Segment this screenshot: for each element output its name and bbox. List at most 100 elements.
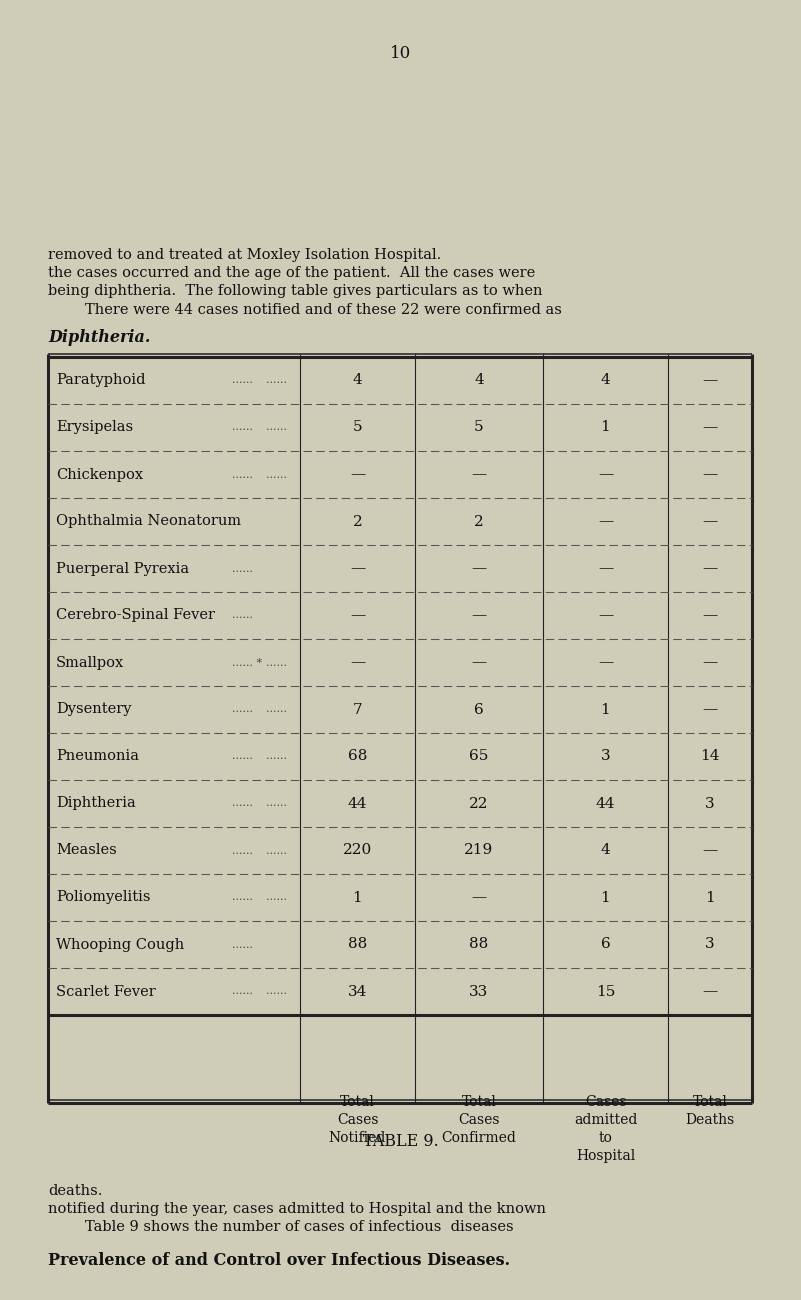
Text: ......: ...... [232,798,253,809]
Text: 3: 3 [601,750,610,763]
Text: 1: 1 [601,702,610,716]
Text: —: — [702,562,718,576]
Text: 4: 4 [601,373,610,387]
Text: 14: 14 [700,750,720,763]
Text: ......: ...... [266,658,287,667]
Text: 10: 10 [390,46,411,62]
Text: —: — [598,655,613,670]
Text: 6: 6 [474,702,484,716]
Text: ......: ...... [266,798,287,809]
Text: Pneumonia: Pneumonia [56,750,139,763]
Text: 1: 1 [601,891,610,905]
Text: 4: 4 [474,373,484,387]
Text: 1: 1 [352,891,362,905]
Text: —: — [702,515,718,529]
Text: ......: ...... [232,751,253,762]
Text: ......: ...... [266,469,287,480]
Text: TABLE 9.: TABLE 9. [363,1134,438,1150]
Text: ......: ...... [232,563,253,573]
Text: 68: 68 [348,750,367,763]
Text: Total
Deaths: Total Deaths [686,1095,735,1127]
Text: —: — [702,702,718,716]
Text: 4: 4 [352,373,362,387]
Text: Erysipelas: Erysipelas [56,420,133,434]
Text: 1: 1 [601,420,610,434]
Text: ......: ...... [232,940,253,949]
Text: Total
Cases
Confirmed: Total Cases Confirmed [441,1095,517,1145]
Text: removed to and treated at Moxley Isolation Hospital.: removed to and treated at Moxley Isolati… [48,247,441,261]
Text: —: — [471,655,487,670]
Text: ......: ...... [232,893,253,902]
Text: Prevalence of and Control over Infectious Diseases.: Prevalence of and Control over Infectiou… [48,1252,510,1269]
Text: Paratyphoid: Paratyphoid [56,373,146,387]
Text: Table 9 shows the number of cases of infectious  diseases: Table 9 shows the number of cases of inf… [48,1219,513,1234]
Text: Measles: Measles [56,844,117,858]
Text: ......: ...... [266,376,287,386]
Text: —: — [702,468,718,481]
Text: Smallpox: Smallpox [56,655,124,670]
Text: —: — [702,844,718,858]
Text: —: — [471,608,487,623]
Text: 22: 22 [469,797,489,810]
Text: ......: ...... [232,469,253,480]
Text: Diphtheria.: Diphtheria. [48,329,151,346]
Text: 2: 2 [474,515,484,529]
Text: 15: 15 [596,984,615,998]
Text: There were 44 cases notified and of these 22 were confirmed as: There were 44 cases notified and of thes… [48,303,562,317]
Text: —: — [702,420,718,434]
Text: 44: 44 [596,797,615,810]
Text: 33: 33 [469,984,489,998]
Text: notified during the year, cases admitted to Hospital and the known: notified during the year, cases admitted… [48,1202,546,1216]
Text: 88: 88 [469,937,489,952]
Text: ......: ...... [232,422,253,433]
Text: 65: 65 [469,750,489,763]
Text: ......: ...... [266,987,287,997]
Text: —: — [350,468,365,481]
Text: ......: ...... [232,705,253,715]
Text: Chickenpox: Chickenpox [56,468,143,481]
Text: —: — [598,562,613,576]
Text: 5: 5 [352,420,362,434]
Text: Scarlet Fever: Scarlet Fever [56,984,155,998]
Text: 3: 3 [705,797,714,810]
Text: —: — [598,468,613,481]
Text: 4: 4 [601,844,610,858]
Text: —: — [702,373,718,387]
Text: ......: ...... [266,893,287,902]
Text: —: — [350,655,365,670]
Text: —: — [702,984,718,998]
Text: Total
Cases
Notified: Total Cases Notified [329,1095,386,1145]
Text: —: — [702,608,718,623]
Text: 2: 2 [352,515,362,529]
Text: —: — [598,608,613,623]
Text: —: — [471,468,487,481]
Text: 7: 7 [352,702,362,716]
Text: Ophthalmia Neonatorum: Ophthalmia Neonatorum [56,515,241,529]
Text: 1: 1 [705,891,714,905]
Text: ......: ...... [232,987,253,997]
Text: ......: ...... [232,376,253,386]
Text: Dysentery: Dysentery [56,702,131,716]
Text: Cases
admitted
to
Hospital: Cases admitted to Hospital [574,1095,637,1162]
Text: 219: 219 [465,844,493,858]
Text: —: — [350,562,365,576]
Text: —: — [471,891,487,905]
Text: Diphtheria: Diphtheria [56,797,135,810]
Text: ......: ...... [232,611,253,620]
Text: 88: 88 [348,937,367,952]
Text: 44: 44 [348,797,367,810]
Text: —: — [598,515,613,529]
Text: Cerebro-Spinal Fever: Cerebro-Spinal Fever [56,608,215,623]
Text: —: — [702,655,718,670]
Text: being diphtheria.  The following table gives particulars as to when: being diphtheria. The following table gi… [48,285,542,299]
Text: 34: 34 [348,984,367,998]
Text: Poliomyelitis: Poliomyelitis [56,891,151,905]
Text: the cases occurred and the age of the patient.  All the cases were: the cases occurred and the age of the pa… [48,266,535,280]
Text: ......: ...... [266,422,287,433]
Text: —: — [471,562,487,576]
Text: 5: 5 [474,420,484,434]
Text: deaths.: deaths. [48,1184,103,1199]
Text: 6: 6 [601,937,610,952]
Text: ......: ...... [232,845,253,855]
Text: ......: ...... [266,751,287,762]
